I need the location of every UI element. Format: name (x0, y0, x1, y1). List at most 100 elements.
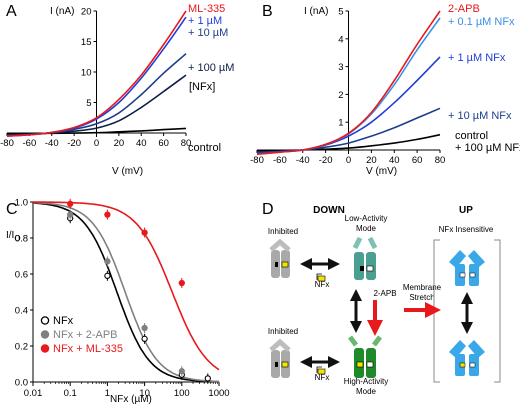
site-marker (469, 272, 476, 278)
channel-subunit (468, 340, 485, 358)
panel-a: A I (nA) V (mV) [NFx] -80 -60 -40 -20 0 20 40 6… (0, 3, 234, 177)
y-tick-label: 15 (81, 37, 92, 48)
legend-marker (40, 316, 50, 325)
series-labels: 2-APB+ 0.1 µM NFx + 1 µM NFx + 10 µM NFx co… (448, 3, 520, 154)
x-tick-label: 0 (94, 138, 99, 149)
x-axis-label: V (mV) (366, 166, 397, 177)
y-axis-label: I/IO (6, 230, 21, 243)
y-tick-label: 3 (338, 62, 343, 73)
data-point (104, 211, 111, 218)
series-label: control (188, 142, 221, 154)
low-activity-channel (352, 236, 378, 280)
series-label: + 1 µM NFx (448, 52, 506, 64)
axes: 0.01 0.1 1 10 100 1000 0.0 0.2 0.4 0.6 0.8 1.0 (15, 198, 230, 400)
x-tick-label: 60 (412, 155, 423, 166)
x-tick-label: 40 (389, 155, 400, 166)
series-label: + 10 µM (188, 27, 228, 39)
nfx-molecule-bottom (316, 366, 326, 375)
data-point (178, 279, 185, 287)
y-tick-label: 2 (338, 90, 343, 101)
panel-letter-c: C (6, 201, 18, 218)
drug-marker (317, 275, 326, 282)
series-label: + 10 µM NFx (448, 110, 512, 122)
legend-label: NFx + 2-APB (53, 329, 118, 341)
y-axis-label: I (nA) (50, 6, 74, 17)
data-point (178, 368, 185, 375)
x-axis-label: V (mV) (112, 166, 143, 177)
2apb-label: 2-APB (373, 289, 396, 298)
panel-letter-d: D (262, 201, 274, 218)
up-channel-bottom (449, 340, 485, 376)
channel-subunit (449, 250, 466, 268)
series-line (6, 10, 187, 137)
y-tick-label: 4 (338, 34, 343, 45)
inhibited-channel-top (269, 238, 291, 278)
y-tick-label: 1 (338, 118, 343, 129)
data-point (67, 200, 74, 207)
channel-subunit (449, 340, 466, 358)
x-tick-label: 0.01 (24, 388, 43, 399)
x-tick-label: 0.1 (64, 388, 77, 399)
x-tick-label: -20 (319, 155, 333, 166)
x-tick-label: -60 (273, 155, 287, 166)
series-label: + 100 µM (188, 62, 234, 74)
data-point (141, 324, 148, 332)
drug-marker (281, 261, 289, 268)
series-label: + 0.1 µM NFx (448, 16, 515, 28)
series-label: control (455, 130, 488, 142)
panel-letter-b: B (262, 3, 273, 20)
site-marker (459, 272, 466, 278)
data-point (141, 335, 148, 342)
series-label: ML-335 (188, 3, 225, 15)
x-tick-label: -40 (296, 155, 310, 166)
drug-marker (317, 368, 326, 375)
axes: -80 -60 -40 -20 0 20 40 60 80 1 2 3 4 5 (250, 7, 445, 167)
membrane-label-1: Membrane (403, 283, 442, 292)
y-tick-label: 5 (86, 98, 91, 109)
site-marker (366, 265, 374, 272)
y-tick-label: 0.8 (15, 234, 28, 245)
series-labels: ML-335+ 1 µM+ 10 µM + 100 µM control (188, 3, 234, 154)
nfx-label-bottom: NFx (315, 373, 330, 382)
data-point (204, 375, 211, 382)
fit-curve (32, 201, 220, 383)
up-title: UP (459, 205, 473, 216)
y-tick-label: 0.4 (15, 306, 28, 317)
channel-subunit (354, 252, 364, 280)
membrane-label-2: Stretch (409, 293, 434, 302)
legend-marker (40, 344, 50, 353)
legend: NFx NFx + 2-APB NFx + ML-335 (40, 315, 123, 355)
x-tick-label: -60 (23, 138, 37, 149)
channel-cap (348, 335, 382, 347)
site-marker (469, 362, 476, 368)
legend-marker (40, 330, 50, 339)
inhibited-label-bottom: Inhibited (268, 327, 298, 336)
data-point (141, 229, 148, 236)
legend-label: NFx (53, 315, 74, 327)
gate-marker (360, 266, 364, 271)
y-tick-label: 5 (338, 7, 343, 18)
x-tick-label: 40 (136, 138, 147, 149)
channel-cap (352, 236, 378, 250)
concentration-annotation: [NFx] (189, 81, 215, 93)
x-tick-label: 80 (435, 155, 446, 166)
channel-cap (269, 338, 291, 352)
inhibited-label-top: Inhibited (268, 227, 298, 236)
legend-label: NFx + ML-335 (53, 343, 123, 355)
nfx-molecule-top (316, 273, 326, 282)
fit-curve (33, 201, 220, 371)
site-marker (366, 361, 374, 368)
bracket-right (494, 239, 501, 383)
plot-lines (6, 10, 187, 137)
y-tick-label: 1.0 (15, 198, 28, 209)
nfx-insensitive-label: NFx Insensitive (439, 225, 494, 234)
channel-cap (269, 238, 291, 252)
y-tick-label: 0.0 (15, 378, 28, 389)
series-label: + 100 µM NFx (455, 142, 520, 154)
y-axis-label-main: I/I (6, 230, 14, 241)
series-label: + 1 µM (188, 15, 222, 27)
panel-d: D DOWN UP Inhibited Inhibited Low-Activi… (262, 201, 501, 396)
x-tick-label: -80 (250, 155, 264, 166)
series-label: 2-APB (448, 3, 480, 15)
